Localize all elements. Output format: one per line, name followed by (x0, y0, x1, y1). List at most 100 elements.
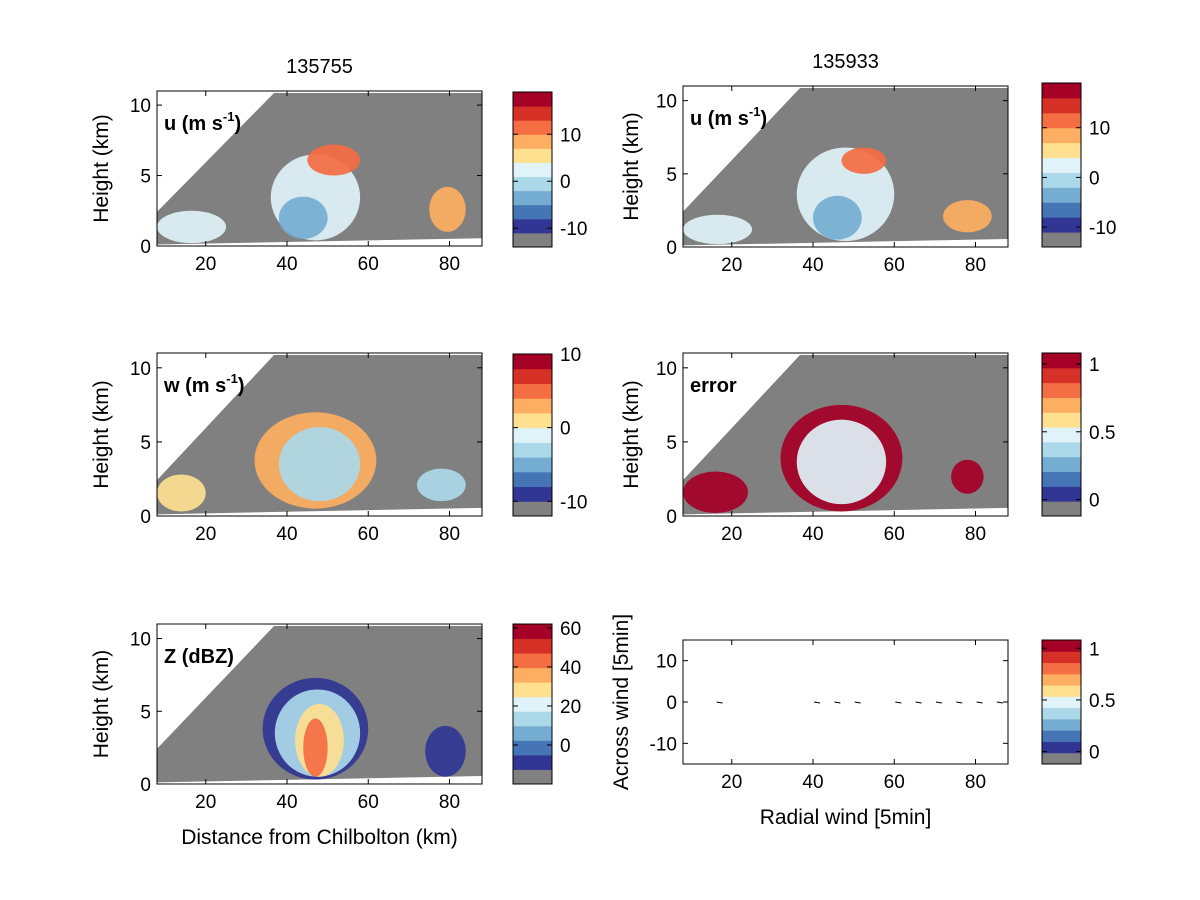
x-tick-label: 20 (721, 255, 742, 276)
y-tick-label: 5 (140, 433, 151, 454)
plot-area (157, 355, 482, 515)
colorbar-swatch (513, 162, 552, 178)
colorbar-swatch (1042, 172, 1081, 188)
y-tick-label: 10 (130, 630, 151, 651)
variable-name: u (m s (164, 113, 223, 135)
field-region (683, 214, 753, 245)
y-axis-label: Height (km) (620, 380, 643, 489)
colorbar-swatch (1042, 673, 1081, 686)
x-tick-label: 80 (965, 524, 986, 545)
colorbar-swatch (1042, 718, 1081, 731)
y-tick-label: 0 (140, 775, 151, 796)
x-tick-label: 40 (276, 254, 297, 275)
axes-frame (156, 352, 483, 517)
x-tick-label: 40 (802, 255, 823, 276)
variable-unit-exponent: -1 (223, 109, 235, 124)
colorbar-swatch (513, 383, 552, 399)
colorbar-tick-label: 0 (560, 736, 571, 757)
colorbar-frame (1041, 639, 1082, 765)
colorbar-swatch (1042, 752, 1081, 765)
colorbar-swatch (1042, 353, 1081, 369)
colorbar-swatch (513, 92, 552, 107)
colorbar-swatch (513, 398, 552, 414)
panel-title: 135933 (812, 51, 879, 73)
x-tick-label: 20 (721, 772, 742, 793)
y-tick-label: 0 (666, 507, 677, 528)
x-tick-label: 40 (802, 524, 823, 545)
field-region (429, 186, 466, 232)
field-region (951, 459, 984, 494)
field-region (303, 718, 328, 777)
plot-area (716, 701, 1003, 704)
plot-area (683, 355, 1008, 515)
colorbar-tick-label: 0 (560, 419, 571, 440)
y-tick-label: 0 (140, 507, 151, 528)
wind-vector (915, 701, 922, 704)
x-tick-label: 80 (439, 792, 460, 813)
x-tick-label: 20 (195, 792, 216, 813)
variable-unit-close: ) (234, 113, 241, 135)
field-region (683, 471, 748, 514)
y-axis-label: Height (km) (90, 114, 113, 223)
colorbar-swatch (1042, 741, 1081, 754)
colorbar-swatch (1042, 217, 1081, 233)
y-tick-label: 5 (140, 702, 151, 723)
x-axis-label: Radial wind [5min] (760, 806, 932, 829)
variable-unit-close: ) (760, 108, 767, 130)
colorbar: 00.51 (1041, 352, 1115, 517)
wind-vector (976, 701, 983, 704)
colorbar-frame (512, 353, 553, 517)
variable-name: error (690, 375, 737, 397)
variable-name: u (m s (690, 108, 749, 130)
colorbar-swatch (1042, 456, 1081, 473)
field-region (278, 427, 361, 502)
x-tick-label: 20 (195, 524, 216, 545)
colorbar-swatch (1042, 112, 1081, 129)
wind-vector (716, 701, 723, 704)
colorbar-swatch (1042, 640, 1081, 652)
panel-w: 20 40 60 80 0 5 10 Height (km) w (m s-1) -10 0 10 (90, 345, 587, 545)
y-axis-label: Height (km) (90, 380, 113, 489)
colorbar-swatch (1042, 662, 1081, 675)
field-region (425, 725, 466, 777)
x-tick-label: 80 (439, 524, 460, 545)
colorbar-swatch (1042, 397, 1081, 413)
colorbar-swatch (1042, 367, 1081, 384)
colorbar-swatch (513, 696, 552, 712)
colorbar-swatch (1042, 696, 1081, 709)
colorbar-swatch (513, 740, 552, 756)
variable-label: error (690, 375, 737, 397)
x-axis-label: Distance from Chilbolton (km) (181, 826, 458, 849)
colorbar-swatch (513, 232, 552, 248)
colorbar-frame (512, 91, 553, 248)
y-axis-label: Height (km) (620, 112, 643, 221)
colorbar-tick-label: -10 (560, 492, 587, 513)
field-region (307, 144, 361, 176)
y-tick-label: 5 (666, 165, 677, 186)
colorbar-tick-label: 20 (560, 697, 581, 718)
variable-label: u (m s-1) (164, 109, 241, 135)
colorbar: -10 0 10 (1041, 82, 1116, 248)
colorbar-swatch (1042, 730, 1081, 742)
colorbar-swatch (1042, 97, 1081, 114)
colorbar-swatch (513, 638, 552, 654)
colorbar-swatch (513, 725, 552, 741)
field-region (417, 468, 466, 502)
y-tick-label: 0 (140, 237, 151, 258)
colorbar-swatch (513, 754, 552, 770)
axes-frame (156, 623, 483, 785)
colorbar-frame (1041, 352, 1082, 517)
variable-name: w (m s (163, 375, 226, 397)
colorbar-tick-label: 10 (560, 125, 581, 146)
colorbar-swatch (513, 624, 552, 640)
colorbar-swatch (513, 218, 552, 234)
x-tick-label: 60 (884, 524, 905, 545)
colorbar-swatch (1042, 486, 1081, 502)
wind-vector (996, 701, 1003, 704)
colorbar-swatch (513, 106, 552, 121)
field-region (157, 474, 206, 512)
colorbar-swatch (513, 176, 552, 192)
variable-unit-exponent: -1 (226, 371, 238, 386)
field-region (943, 200, 992, 233)
